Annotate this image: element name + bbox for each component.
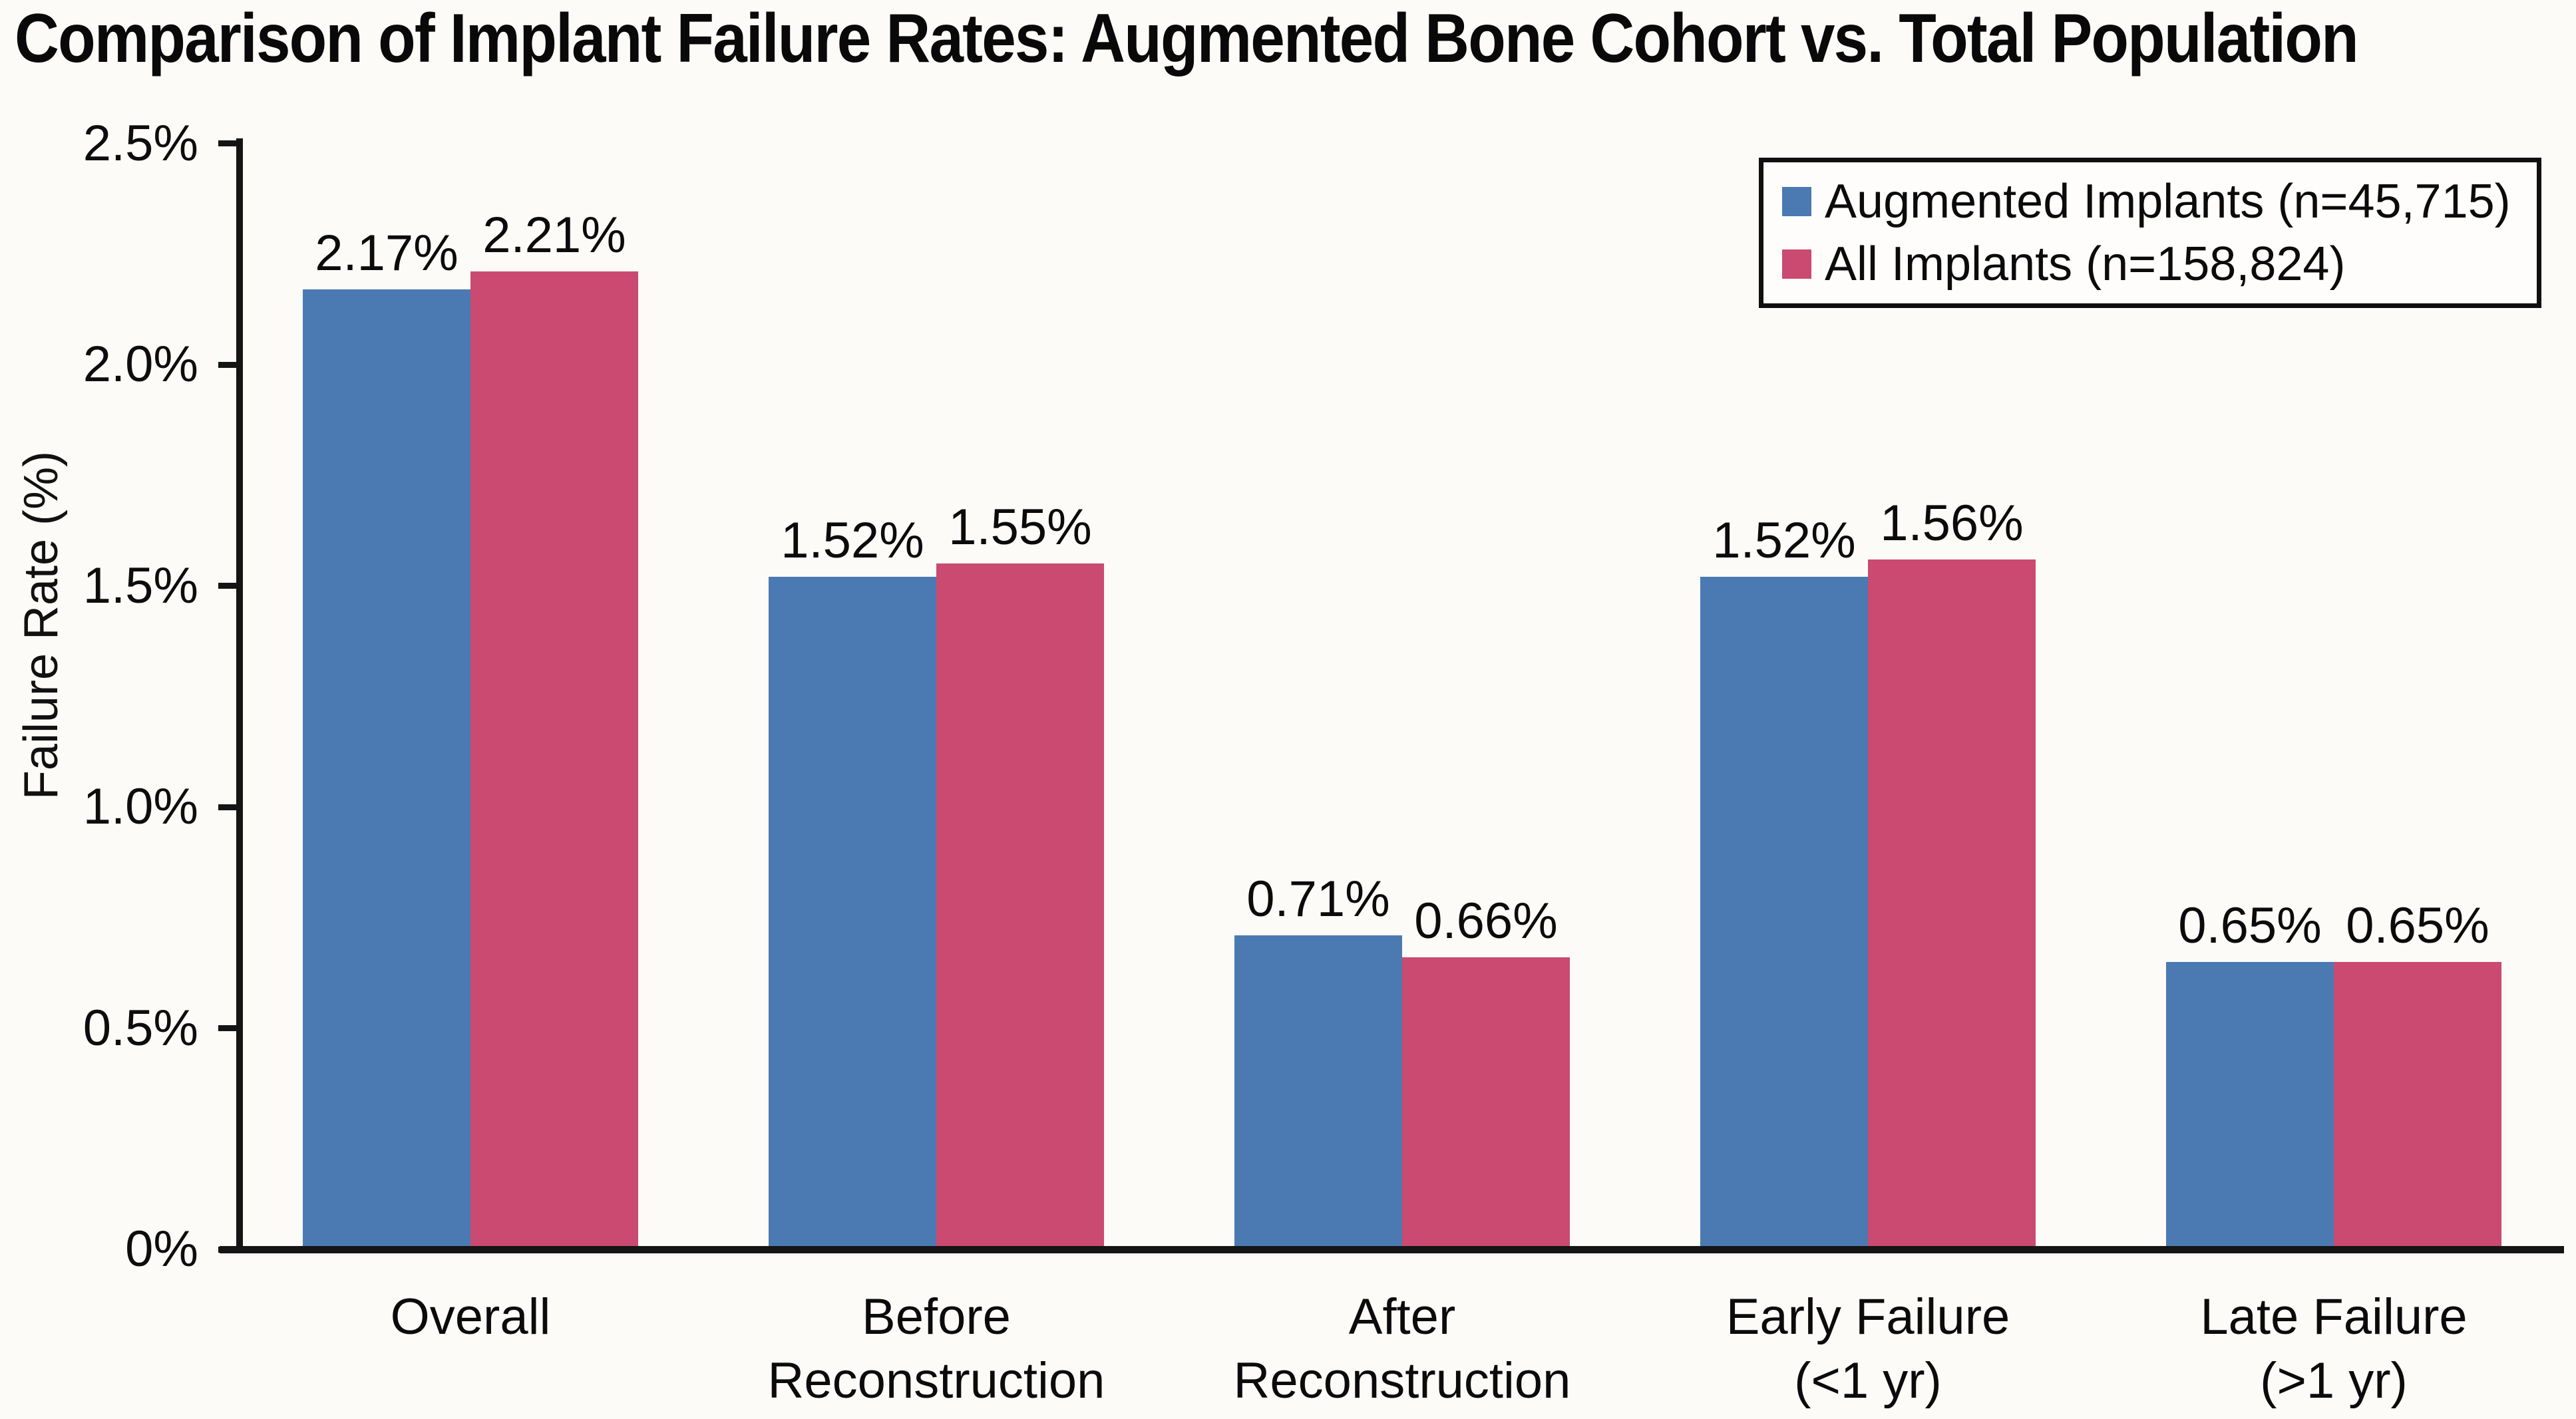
y-tick-label: 0% — [125, 1221, 198, 1277]
bar-value-label-augmented-1: 2.17% — [315, 224, 459, 281]
bar-augmented-2 — [769, 577, 936, 1249]
x-category-label-3: After Reconstruction — [1233, 1289, 1571, 1409]
bar-value-label-all-5: 0.65% — [2346, 897, 2489, 954]
y-tick-1_0pct — [218, 804, 238, 810]
y-axis-line — [236, 138, 243, 1253]
bar-all-2 — [936, 563, 1104, 1249]
legend-row-augmented: Augmented Implants (n=45,715) — [1782, 178, 2537, 226]
legend-swatch-all — [1782, 249, 1811, 279]
bar-augmented-5 — [2166, 961, 2334, 1249]
x-category-label-1: Overall — [390, 1289, 551, 1345]
bar-value-label-augmented-5: 0.65% — [2178, 897, 2322, 954]
legend-label-augmented: Augmented Implants (n=45,715) — [1825, 174, 2511, 228]
x-category-label-2: Before Reconstruction — [767, 1289, 1105, 1409]
y-axis-title: Failure Rate (%) — [15, 450, 68, 800]
x-category-label-5: Late Failure (>1 yr) — [2200, 1289, 2468, 1409]
bar-value-label-augmented-4: 1.52% — [1712, 512, 1856, 569]
bar-all-5 — [2334, 961, 2501, 1249]
y-tick-2_5pct — [218, 140, 238, 146]
y-tick-0_5pct — [218, 1025, 238, 1031]
y-tick-label: 1.0% — [83, 778, 198, 835]
bar-all-1 — [470, 271, 638, 1249]
bar-augmented-3 — [1234, 935, 1402, 1249]
y-tick-label: 2.0% — [83, 336, 198, 393]
bar-value-label-augmented-2: 1.52% — [781, 512, 924, 569]
y-tick-label: 1.5% — [83, 557, 198, 614]
bar-value-label-augmented-3: 0.71% — [1246, 870, 1390, 927]
bar-value-label-all-3: 0.66% — [1414, 893, 1558, 950]
y-tick-label: 0.5% — [83, 999, 198, 1056]
y-tick-1_5pct — [218, 583, 238, 589]
legend: Augmented Implants (n=45,715) All Implant… — [1759, 158, 2541, 308]
legend-row-all: All Implants (n=158,824) — [1782, 240, 2537, 288]
bar-all-4 — [1868, 559, 2036, 1249]
legend-label-all: All Implants (n=158,824) — [1825, 237, 2346, 291]
bar-value-label-all-4: 1.56% — [1880, 494, 2024, 552]
bar-augmented-4 — [1700, 577, 1868, 1249]
y-tick-2_0pct — [218, 361, 238, 368]
y-tick-label: 2.5% — [83, 114, 198, 172]
x-axis-line — [220, 1246, 2564, 1253]
chart-title: Comparison of Implant Failure Rates: Aug… — [15, 0, 2359, 77]
x-category-label-4: Early Failure (<1 yr) — [1726, 1289, 2010, 1409]
bar-value-label-all-1: 2.21% — [482, 207, 626, 264]
bar-all-3 — [1402, 957, 1570, 1249]
bar-value-label-all-2: 1.55% — [948, 499, 1092, 556]
bar-augmented-1 — [303, 289, 470, 1249]
legend-swatch-augmented — [1782, 186, 1811, 216]
